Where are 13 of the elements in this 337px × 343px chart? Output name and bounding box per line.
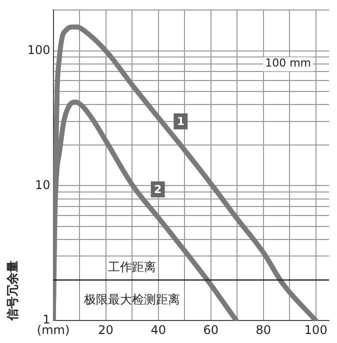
x-tick-label: 60 xyxy=(203,322,218,337)
ref-line-label: 工作距离 xyxy=(108,260,156,274)
y-tick-label: 10 xyxy=(35,178,50,192)
annotation: 100 mm xyxy=(265,56,312,70)
annotation: 2 xyxy=(154,183,162,196)
x-tick-label: 40 xyxy=(150,322,166,337)
x-tick-label: 20 xyxy=(98,322,114,337)
y-axis-title: 信号冗余量 xyxy=(5,260,20,322)
x-tick-label: 100 xyxy=(304,322,328,337)
annotation: 极限最大检测距离 xyxy=(83,292,180,306)
y-tick-label: 100 xyxy=(27,42,50,57)
annotation: 1 xyxy=(176,115,184,128)
x-tick-label: 80 xyxy=(256,322,271,337)
